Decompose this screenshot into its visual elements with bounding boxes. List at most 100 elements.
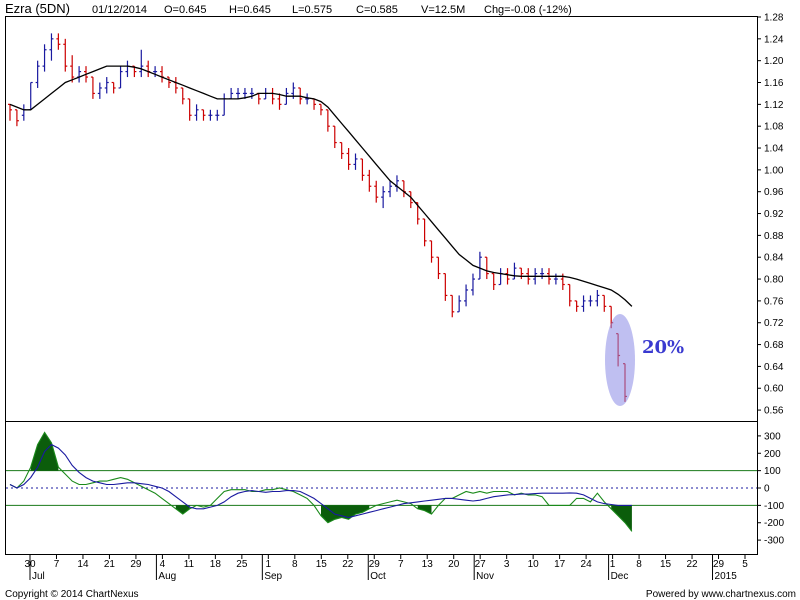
ohlc-bar <box>574 300 579 312</box>
ohlc-bar <box>470 273 475 296</box>
moving-average <box>9 65 633 307</box>
low-label: L=0.575 <box>292 4 332 16</box>
ohlc-bar <box>208 109 213 121</box>
date-tick-label: 1 <box>266 559 272 570</box>
moving-average-line <box>9 65 633 307</box>
ohlc-bar <box>8 103 12 121</box>
open-label: O=0.645 <box>164 4 207 16</box>
ohlc-bar <box>339 141 344 159</box>
highlight-ellipse <box>605 314 635 406</box>
price-tick-label: 0.88 <box>764 231 784 242</box>
date-tick-label: 17 <box>554 559 566 570</box>
ohlc-bar <box>422 218 427 247</box>
osc-tick-label: 0 <box>764 484 770 495</box>
ohlc-bar <box>277 93 282 110</box>
date-tick-label: 29 <box>369 559 381 570</box>
ohlc-bar <box>132 65 137 78</box>
price-axis: 1.28 1.24 1.20 1.16 1.12 1.08 1.04 1.00 0.96 0.92… <box>757 13 784 417</box>
oscillator-slow-line <box>9 431 633 532</box>
ohlc-bar <box>325 109 330 132</box>
ohlc-bar <box>484 256 489 280</box>
ohlc-bar <box>70 55 75 83</box>
osc-tick-label: 100 <box>764 466 781 477</box>
ohlc-bar <box>443 272 448 301</box>
price-tick-label: 0.84 <box>764 253 784 264</box>
drop-percent-label: 20% <box>642 337 684 358</box>
date-tick-label: 8 <box>292 559 298 570</box>
ohlc-bar <box>97 82 102 99</box>
date-label: 01/12/2014 <box>92 4 147 16</box>
ohlc-bar <box>429 240 434 263</box>
oscillator-fast-line <box>9 443 632 519</box>
ohlc-bar <box>464 284 469 307</box>
month-label: Sep <box>264 571 282 582</box>
ohlc-bar <box>332 125 337 149</box>
ohlc-bar <box>360 158 365 181</box>
osc-tick-label: -100 <box>764 501 784 512</box>
price-tick-label: 0.80 <box>764 275 784 286</box>
osc-tick-label: 300 <box>764 431 781 442</box>
date-tick-label: 21 <box>104 559 116 570</box>
ohlc-bar <box>346 148 351 170</box>
date-axis: 30 7 14 21 29 4 11 18 25 1 8 15 22 29 7 13 20 27 3 10 17 24 1 8… <box>24 554 748 582</box>
date-tick-label: 7 <box>54 559 60 570</box>
date-tick-label: 29 <box>713 559 725 570</box>
month-label: Oct <box>370 571 386 582</box>
oscillator-extreme-fill <box>175 505 190 515</box>
ohlc-bar <box>35 60 40 88</box>
price-tick-label: 1.28 <box>764 13 784 24</box>
price-tick-label: 0.60 <box>764 384 784 395</box>
ohlc-bar <box>353 153 358 170</box>
ohlc-bar <box>153 66 158 78</box>
date-tick-label: 1 <box>610 559 616 570</box>
price-tick-label: 0.72 <box>764 318 784 329</box>
ohlc-bar <box>581 295 586 312</box>
date-tick-label: 22 <box>686 559 698 570</box>
date-tick-label: 18 <box>210 559 222 570</box>
symbol-label: Ezra (5DN) <box>5 1 70 16</box>
footer: Copyright © 2014 ChartNexus Powered by w… <box>5 589 796 600</box>
price-tick-label: 1.24 <box>764 34 784 45</box>
ohlc-bar <box>519 267 524 280</box>
price-bars <box>8 33 627 402</box>
osc-tick-label: -200 <box>764 518 784 529</box>
ohlc-bar <box>436 256 441 280</box>
month-label: Jul <box>32 571 45 582</box>
ohlc-bar <box>194 104 199 121</box>
ohlc-bar <box>408 191 413 209</box>
date-tick-label: 25 <box>236 559 248 570</box>
powered-by-text: Powered by www.chartnexus.com <box>646 589 796 600</box>
ohlc-bar <box>249 87 254 99</box>
price-tick-label: 1.08 <box>764 122 784 133</box>
date-tick-label: 10 <box>528 559 540 570</box>
chart-header: Ezra (5DN) 01/12/2014 O=0.645 H=0.645 L=… <box>5 1 572 16</box>
ohlc-bar <box>215 109 220 121</box>
ohlc-bar <box>118 66 123 89</box>
ohlc-bar <box>42 44 47 72</box>
ohlc-bar <box>367 169 372 192</box>
ohlc-bar <box>318 103 323 116</box>
price-tick-label: 1.16 <box>764 78 784 89</box>
ohlc-bar <box>457 295 462 313</box>
date-tick-label: 29 <box>130 559 142 570</box>
ohlc-bar <box>236 87 241 99</box>
oscillator-lines <box>9 431 633 532</box>
ohlc-bar <box>14 109 19 127</box>
ohlc-bar <box>166 76 171 88</box>
date-tick-label: 3 <box>504 559 510 570</box>
ohlc-bar <box>63 38 68 72</box>
date-tick-label: 8 <box>636 559 642 570</box>
price-tick-label: 0.68 <box>764 340 784 351</box>
oscillator-extreme-fill <box>321 505 370 523</box>
high-label: H=0.645 <box>229 4 271 16</box>
date-tick-label: 13 <box>422 559 434 570</box>
date-tick-label: 14 <box>77 559 89 570</box>
ohlc-bar <box>602 294 607 312</box>
ohlc-bar <box>242 87 247 99</box>
ohlc-bar <box>505 268 510 285</box>
date-tick-label: 24 <box>581 559 593 570</box>
osc-tick-label: -300 <box>764 536 784 547</box>
ohlc-bar <box>450 294 455 318</box>
ohlc-bar <box>90 76 95 99</box>
osc-tick-label: 200 <box>764 449 781 460</box>
